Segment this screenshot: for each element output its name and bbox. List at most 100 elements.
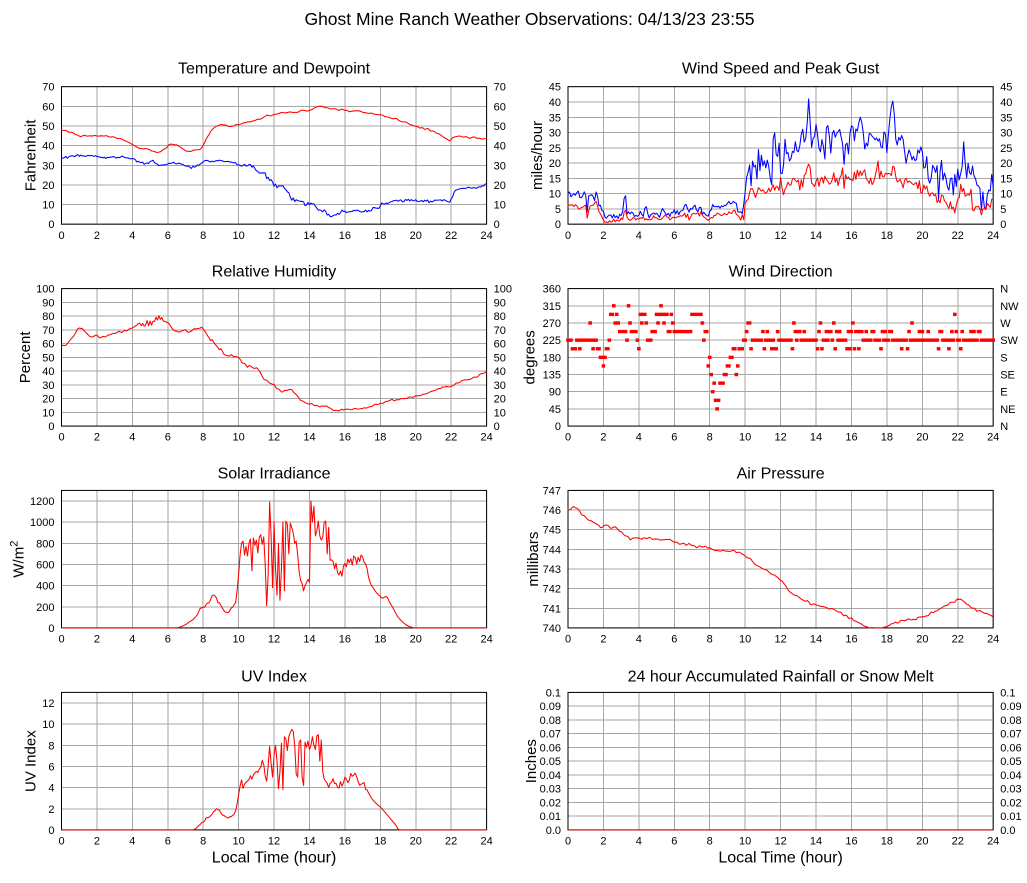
svg-text:0: 0 bbox=[58, 432, 64, 444]
svg-text:0.01: 0.01 bbox=[1000, 811, 1021, 823]
svg-text:0: 0 bbox=[48, 219, 54, 231]
svg-text:5: 5 bbox=[555, 204, 561, 216]
svg-text:6: 6 bbox=[48, 761, 54, 773]
svg-text:10: 10 bbox=[42, 407, 54, 419]
svg-text:12: 12 bbox=[774, 836, 786, 848]
svg-text:8: 8 bbox=[707, 836, 713, 848]
svg-text:16: 16 bbox=[339, 634, 351, 646]
svg-text:0: 0 bbox=[565, 432, 571, 444]
svg-text:15: 15 bbox=[1000, 173, 1012, 185]
svg-text:135: 135 bbox=[543, 370, 561, 382]
svg-text:22: 22 bbox=[445, 634, 457, 646]
svg-text:0: 0 bbox=[58, 230, 64, 242]
svg-text:Fahrenheit: Fahrenheit bbox=[23, 119, 40, 192]
svg-text:N: N bbox=[1000, 284, 1008, 296]
svg-text:W: W bbox=[1000, 318, 1011, 330]
svg-text:10: 10 bbox=[42, 719, 54, 731]
svg-text:0.08: 0.08 bbox=[540, 715, 561, 727]
svg-text:35: 35 bbox=[549, 112, 561, 124]
svg-text:18: 18 bbox=[881, 634, 893, 646]
svg-text:4: 4 bbox=[636, 634, 642, 646]
svg-text:45: 45 bbox=[549, 404, 561, 416]
svg-text:6: 6 bbox=[165, 634, 171, 646]
svg-text:0.02: 0.02 bbox=[540, 797, 561, 809]
svg-text:8: 8 bbox=[200, 836, 206, 848]
svg-text:45: 45 bbox=[549, 82, 561, 94]
svg-text:0: 0 bbox=[58, 836, 64, 848]
svg-text:70: 70 bbox=[42, 82, 54, 94]
svg-text:6: 6 bbox=[671, 634, 677, 646]
svg-text:Ghost Mine Ranch Weather Obser: Ghost Mine Ranch Weather Observations: 0… bbox=[304, 9, 754, 29]
svg-text:12: 12 bbox=[42, 698, 54, 710]
svg-text:18: 18 bbox=[881, 836, 893, 848]
svg-text:18: 18 bbox=[881, 230, 893, 242]
svg-text:4: 4 bbox=[129, 634, 135, 646]
svg-text:E: E bbox=[1000, 387, 1007, 399]
svg-text:0.06: 0.06 bbox=[540, 742, 561, 754]
svg-text:Solar Irradiance: Solar Irradiance bbox=[218, 466, 331, 483]
svg-text:744: 744 bbox=[543, 544, 561, 556]
svg-text:70: 70 bbox=[494, 82, 506, 94]
svg-text:0.1: 0.1 bbox=[546, 687, 561, 699]
svg-text:50: 50 bbox=[494, 352, 506, 364]
svg-text:18: 18 bbox=[374, 634, 386, 646]
svg-text:18: 18 bbox=[374, 836, 386, 848]
svg-text:2: 2 bbox=[600, 634, 606, 646]
svg-text:NE: NE bbox=[1000, 404, 1015, 416]
svg-text:22: 22 bbox=[445, 230, 457, 242]
svg-text:4: 4 bbox=[636, 432, 642, 444]
svg-text:14: 14 bbox=[810, 634, 822, 646]
svg-text:90: 90 bbox=[549, 387, 561, 399]
svg-text:24: 24 bbox=[480, 432, 492, 444]
svg-text:18: 18 bbox=[374, 230, 386, 242]
svg-text:2: 2 bbox=[600, 836, 606, 848]
svg-text:100: 100 bbox=[494, 284, 512, 296]
svg-text:16: 16 bbox=[845, 230, 857, 242]
svg-text:60: 60 bbox=[42, 339, 54, 351]
svg-text:40: 40 bbox=[42, 141, 54, 153]
svg-text:16: 16 bbox=[339, 432, 351, 444]
svg-text:40: 40 bbox=[494, 141, 506, 153]
svg-text:miles/hour: miles/hour bbox=[529, 121, 546, 190]
svg-text:22: 22 bbox=[445, 836, 457, 848]
svg-text:20: 20 bbox=[410, 432, 422, 444]
svg-text:10: 10 bbox=[232, 836, 244, 848]
svg-text:0.04: 0.04 bbox=[540, 770, 561, 782]
svg-text:0.09: 0.09 bbox=[1000, 701, 1021, 713]
svg-text:24: 24 bbox=[987, 432, 999, 444]
svg-text:0: 0 bbox=[565, 836, 571, 848]
svg-text:50: 50 bbox=[494, 121, 506, 133]
svg-text:Inches: Inches bbox=[523, 739, 540, 783]
svg-text:8: 8 bbox=[200, 634, 206, 646]
svg-text:40: 40 bbox=[549, 97, 561, 109]
svg-text:400: 400 bbox=[36, 581, 54, 593]
svg-text:0: 0 bbox=[58, 634, 64, 646]
svg-text:14: 14 bbox=[303, 432, 315, 444]
svg-text:16: 16 bbox=[845, 432, 857, 444]
svg-text:0: 0 bbox=[494, 219, 500, 231]
svg-text:10: 10 bbox=[739, 432, 751, 444]
svg-text:0: 0 bbox=[565, 230, 571, 242]
svg-text:0: 0 bbox=[48, 825, 54, 837]
svg-text:8: 8 bbox=[707, 634, 713, 646]
svg-text:30: 30 bbox=[1000, 128, 1012, 140]
svg-text:20: 20 bbox=[42, 180, 54, 192]
svg-text:740: 740 bbox=[543, 623, 561, 635]
svg-text:16: 16 bbox=[339, 230, 351, 242]
svg-text:14: 14 bbox=[810, 230, 822, 242]
svg-text:0: 0 bbox=[565, 634, 571, 646]
svg-text:0.09: 0.09 bbox=[540, 701, 561, 713]
svg-text:SW: SW bbox=[1000, 335, 1018, 347]
svg-text:6: 6 bbox=[165, 836, 171, 848]
svg-text:10: 10 bbox=[739, 230, 751, 242]
svg-text:S: S bbox=[1000, 352, 1007, 364]
svg-text:16: 16 bbox=[845, 836, 857, 848]
svg-text:22: 22 bbox=[952, 230, 964, 242]
svg-text:0.05: 0.05 bbox=[540, 756, 561, 768]
svg-text:20: 20 bbox=[494, 180, 506, 192]
svg-text:50: 50 bbox=[42, 121, 54, 133]
svg-text:12: 12 bbox=[268, 836, 280, 848]
svg-text:6: 6 bbox=[165, 432, 171, 444]
svg-text:747: 747 bbox=[543, 485, 561, 497]
svg-text:4: 4 bbox=[636, 836, 642, 848]
